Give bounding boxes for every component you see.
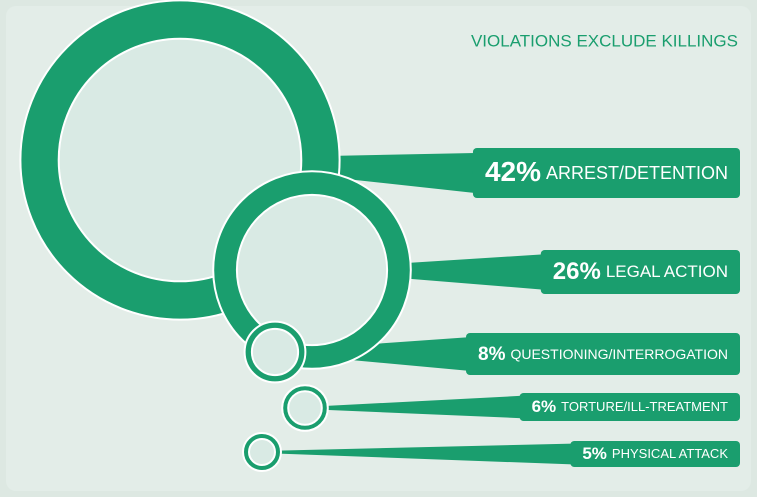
connector-line: [261, 451, 571, 455]
category-label: QUESTIONING/INTERROGATION: [510, 346, 728, 362]
label-box: [570, 441, 740, 467]
label-box: [466, 333, 740, 375]
bubble-inner: [287, 390, 323, 426]
label: 5% PHYSICAL ATTACK: [582, 444, 728, 463]
value-label: 5%: [582, 444, 607, 463]
category-label: ARREST/DETENTION: [546, 163, 728, 183]
category-label: PHYSICAL ATTACK: [612, 446, 728, 461]
bubble-inner: [250, 327, 300, 377]
label-box: [540, 250, 740, 294]
category-label: TORTURE/ILL-TREATMENT: [561, 399, 728, 414]
label: 26% LEGAL ACTION: [553, 258, 728, 285]
value-label: 8%: [478, 344, 506, 365]
connector-line: [304, 406, 520, 409]
label: 42% ARREST/DETENTION: [485, 156, 728, 187]
bubble-inner: [248, 438, 276, 466]
value-label: 6%: [532, 397, 557, 416]
label: 6% TORTURE/ILL-TREATMENT: [532, 397, 728, 416]
category-label: LEGAL ACTION: [606, 262, 728, 281]
value-label: 42%: [485, 156, 541, 187]
value-label: 26%: [553, 258, 601, 285]
label-box: [472, 148, 740, 198]
bubble-inner: [235, 193, 389, 347]
label: 8% QUESTIONING/INTERROGATION: [478, 344, 728, 365]
label-box: [519, 393, 740, 421]
chart-title: VIOLATIONS EXCLUDE KILLINGS: [471, 31, 738, 50]
